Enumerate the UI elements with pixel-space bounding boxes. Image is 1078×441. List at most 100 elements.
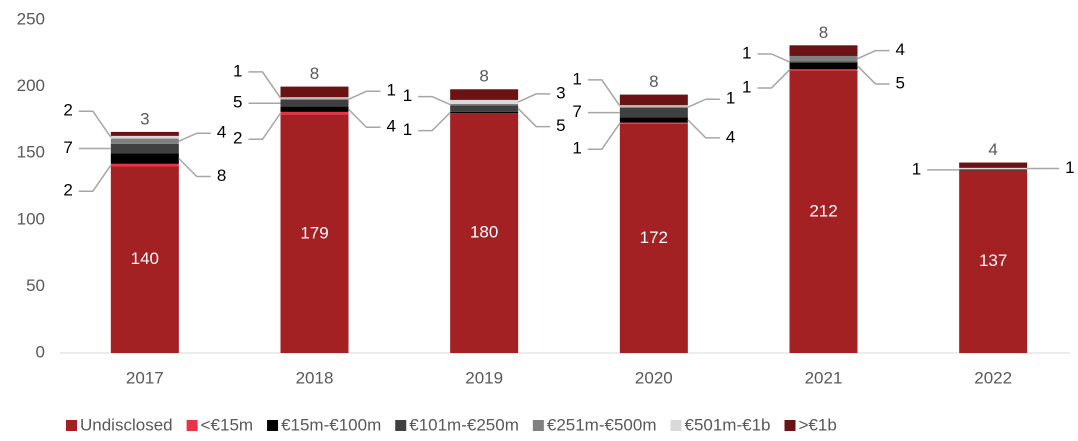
x-tick-label: 2018 [296, 368, 334, 387]
leader-line [687, 98, 720, 108]
data-label: 1 [1065, 158, 1074, 177]
data-label: 5 [556, 116, 565, 135]
leader-line [178, 157, 211, 178]
bar-segment [959, 170, 1028, 353]
bar-segment [110, 138, 179, 144]
data-label: 2 [63, 181, 72, 200]
bar-segment [789, 62, 858, 70]
leader-line [687, 119, 720, 139]
data-label: 4 [217, 123, 226, 142]
y-tick-label: 250 [17, 9, 45, 28]
data-label: 3 [556, 83, 565, 102]
bar-segment [450, 105, 519, 112]
data-label: 1 [912, 159, 921, 178]
data-label: 172 [640, 228, 668, 247]
bar-segment [619, 123, 688, 354]
x-tick-label: 2019 [465, 368, 503, 387]
data-label: 5 [233, 93, 242, 112]
y-tick-label: 50 [26, 276, 45, 295]
legend-label: €15m-€100m [281, 415, 381, 434]
leader-line [248, 112, 282, 140]
bar-segment [789, 69, 858, 71]
legend-swatch [186, 420, 198, 431]
data-label: 7 [63, 138, 72, 157]
bar-segment [789, 55, 858, 62]
data-label: 4 [387, 117, 396, 136]
leader-line [517, 93, 551, 103]
leader-line [517, 108, 551, 128]
data-label: 8 [310, 64, 319, 83]
data-label: 1 [403, 86, 412, 105]
bar-segment [110, 166, 179, 353]
data-label: 3 [140, 109, 149, 128]
data-label: 1 [742, 43, 751, 62]
data-label: 2 [63, 101, 72, 120]
x-tick-label: 2022 [974, 368, 1012, 387]
data-label: 2 [233, 129, 242, 148]
data-label: 212 [809, 201, 837, 220]
leader-line [587, 122, 621, 150]
leader-line [248, 71, 282, 99]
legend-swatch [532, 420, 544, 431]
data-label: 8 [217, 166, 226, 185]
y-tick-label: 100 [17, 209, 45, 228]
legend-label: €101m-€250m [409, 415, 519, 434]
data-label: 1 [742, 77, 751, 96]
leader-line [178, 132, 211, 142]
legend-swatch [267, 420, 279, 431]
bar-segment [450, 113, 519, 354]
legend-label: <€15m [201, 415, 253, 434]
bar-segment [789, 61, 858, 63]
bar-segment [280, 106, 349, 112]
leader-line [78, 110, 112, 138]
bar-segment [450, 111, 519, 114]
data-label: 179 [300, 223, 328, 242]
legend-label: >€1b [799, 415, 837, 434]
leader-line [347, 108, 381, 128]
bar-segment [450, 99, 519, 104]
bar-segment [110, 153, 179, 164]
legend-swatch [395, 420, 407, 431]
bar-segment [280, 98, 349, 100]
bar-segment [280, 86, 349, 98]
legend-label: €501m-€1b [684, 415, 770, 434]
leader-line [418, 95, 451, 106]
data-label: 4 [896, 40, 905, 59]
bar-segment [280, 114, 349, 354]
data-label: 137 [979, 251, 1007, 270]
leader-line [857, 49, 890, 60]
data-label: 5 [896, 73, 905, 92]
bar-segment [110, 163, 179, 167]
bar-segment [619, 107, 688, 118]
y-tick-label: 150 [17, 143, 45, 162]
leader-line [757, 53, 790, 63]
data-label: 8 [819, 23, 828, 42]
legend-swatch [784, 420, 796, 431]
bar-segment [110, 143, 179, 154]
leader-line [418, 112, 451, 132]
bar-segment [789, 45, 858, 56]
bar-segment [619, 106, 688, 108]
leader-line [587, 79, 621, 107]
data-label: 1 [387, 81, 396, 100]
leader-line [348, 90, 381, 100]
legend-label: Undisclosed [80, 415, 173, 434]
bar-segment [450, 103, 519, 106]
data-label: 8 [479, 67, 488, 86]
x-tick-label: 2017 [126, 368, 164, 387]
data-label: 4 [988, 140, 997, 159]
bar-segment [619, 94, 688, 106]
data-label: 4 [726, 127, 735, 146]
bar-segment [959, 167, 1028, 170]
legend-swatch [66, 420, 77, 431]
bar-segment [619, 105, 688, 107]
bar-segment [619, 117, 688, 123]
x-tick-label: 2021 [805, 368, 843, 387]
data-label: 7 [572, 102, 581, 121]
leader-line [856, 65, 890, 85]
bar-segment [110, 131, 179, 136]
data-label: 180 [470, 223, 498, 242]
data-label: 1 [403, 120, 412, 139]
bar-segment [959, 169, 1028, 171]
